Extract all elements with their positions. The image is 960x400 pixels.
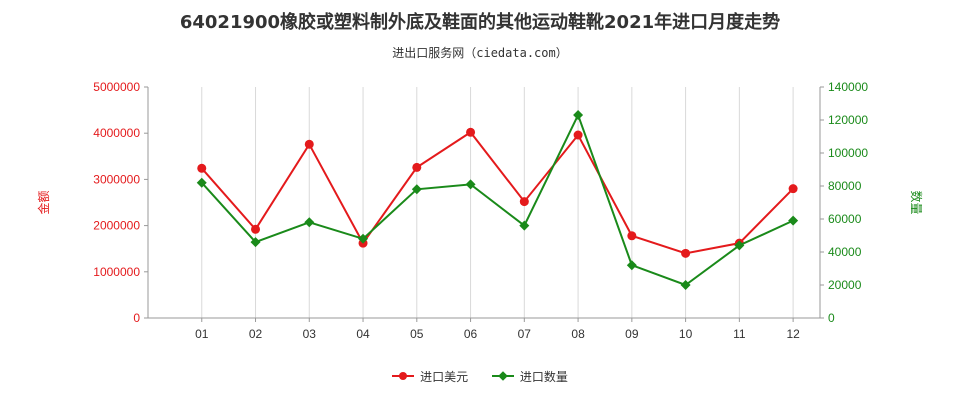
x-tick-label: 09 [625, 327, 639, 341]
legend-item-amount[interactable]: 进口美元 [392, 368, 468, 385]
y-right-tick-label: 20000 [828, 278, 862, 292]
data-point-amount [304, 139, 314, 149]
legend-quantity-swatch [491, 371, 514, 381]
data-point-quantity [573, 110, 584, 121]
x-tick-label: 06 [464, 327, 478, 341]
legend-item-quantity[interactable]: 进口数量 [491, 368, 568, 385]
y-right-axis-title: 数量 [909, 190, 924, 214]
y-left-tick-label: 2000000 [93, 219, 140, 233]
y-left-tick-label: 4000000 [93, 126, 140, 140]
y-left-tick-label: 3000000 [93, 172, 140, 186]
series-line-amount [201, 130, 794, 255]
y-left-tick-label: 1000000 [93, 265, 140, 279]
y-left-axis-title: 金额 [36, 190, 51, 214]
x-tick-label: 08 [571, 327, 585, 341]
data-point-amount [466, 127, 476, 137]
series-line-quantity [201, 112, 794, 287]
y-right-tick-label: 100000 [828, 146, 868, 160]
data-point-quantity [358, 233, 369, 244]
data-point-amount [573, 130, 583, 140]
data-point-quantity [734, 240, 745, 251]
chart-subtitle: 进出口服务网（ciedata.com） [392, 46, 568, 60]
y-right-tick-label: 80000 [828, 179, 862, 193]
data-point-amount [251, 224, 261, 234]
data-point-quantity [680, 280, 691, 290]
legend-quantity-label: 进口数量 [519, 369, 568, 384]
legend-amount-swatch [392, 372, 415, 380]
data-point-amount [412, 162, 422, 172]
data-point-quantity [250, 237, 261, 248]
y-left-tick-label: 0 [133, 311, 140, 325]
x-tick-label: 10 [679, 327, 693, 341]
data-point-amount [788, 184, 798, 194]
y-right-tick-label: 0 [828, 311, 835, 325]
data-point-amount [519, 197, 529, 207]
legend-amount-marker [399, 372, 408, 380]
x-tick-label: 01 [195, 327, 209, 341]
data-point-quantity [519, 220, 530, 231]
legend: 进口美元 进口数量 [0, 366, 960, 385]
legend-quantity-marker [498, 371, 508, 381]
data-point-amount [681, 248, 691, 258]
data-point-quantity [411, 184, 422, 195]
chart-title: 64021900橡胶或塑料制外底及鞋面的其他运动鞋靴2021年进口月度走势 [179, 12, 781, 33]
data-point-quantity [304, 217, 315, 228]
x-tick-label: 07 [518, 327, 532, 341]
y-right-tick-label: 140000 [828, 80, 868, 94]
y-right-tick-label: 120000 [828, 113, 868, 127]
x-tick-label: 04 [356, 327, 370, 341]
data-point-quantity [788, 215, 799, 226]
y-right-tick-label: 40000 [828, 245, 862, 259]
x-tick-label: 02 [249, 327, 263, 341]
x-tick-label: 12 [786, 327, 800, 341]
data-point-amount [197, 163, 207, 173]
x-tick-label: 03 [303, 327, 317, 341]
data-point-quantity [626, 260, 637, 271]
data-point-quantity [465, 179, 476, 190]
data-point-amount [627, 231, 637, 241]
y-right-tick-label: 60000 [828, 212, 862, 226]
legend-amount-label: 进口美元 [420, 369, 469, 384]
y-left-tick-label: 5000000 [93, 80, 140, 94]
data-point-quantity [196, 177, 207, 188]
x-tick-label: 05 [410, 327, 424, 341]
x-tick-label: 11 [733, 327, 746, 341]
